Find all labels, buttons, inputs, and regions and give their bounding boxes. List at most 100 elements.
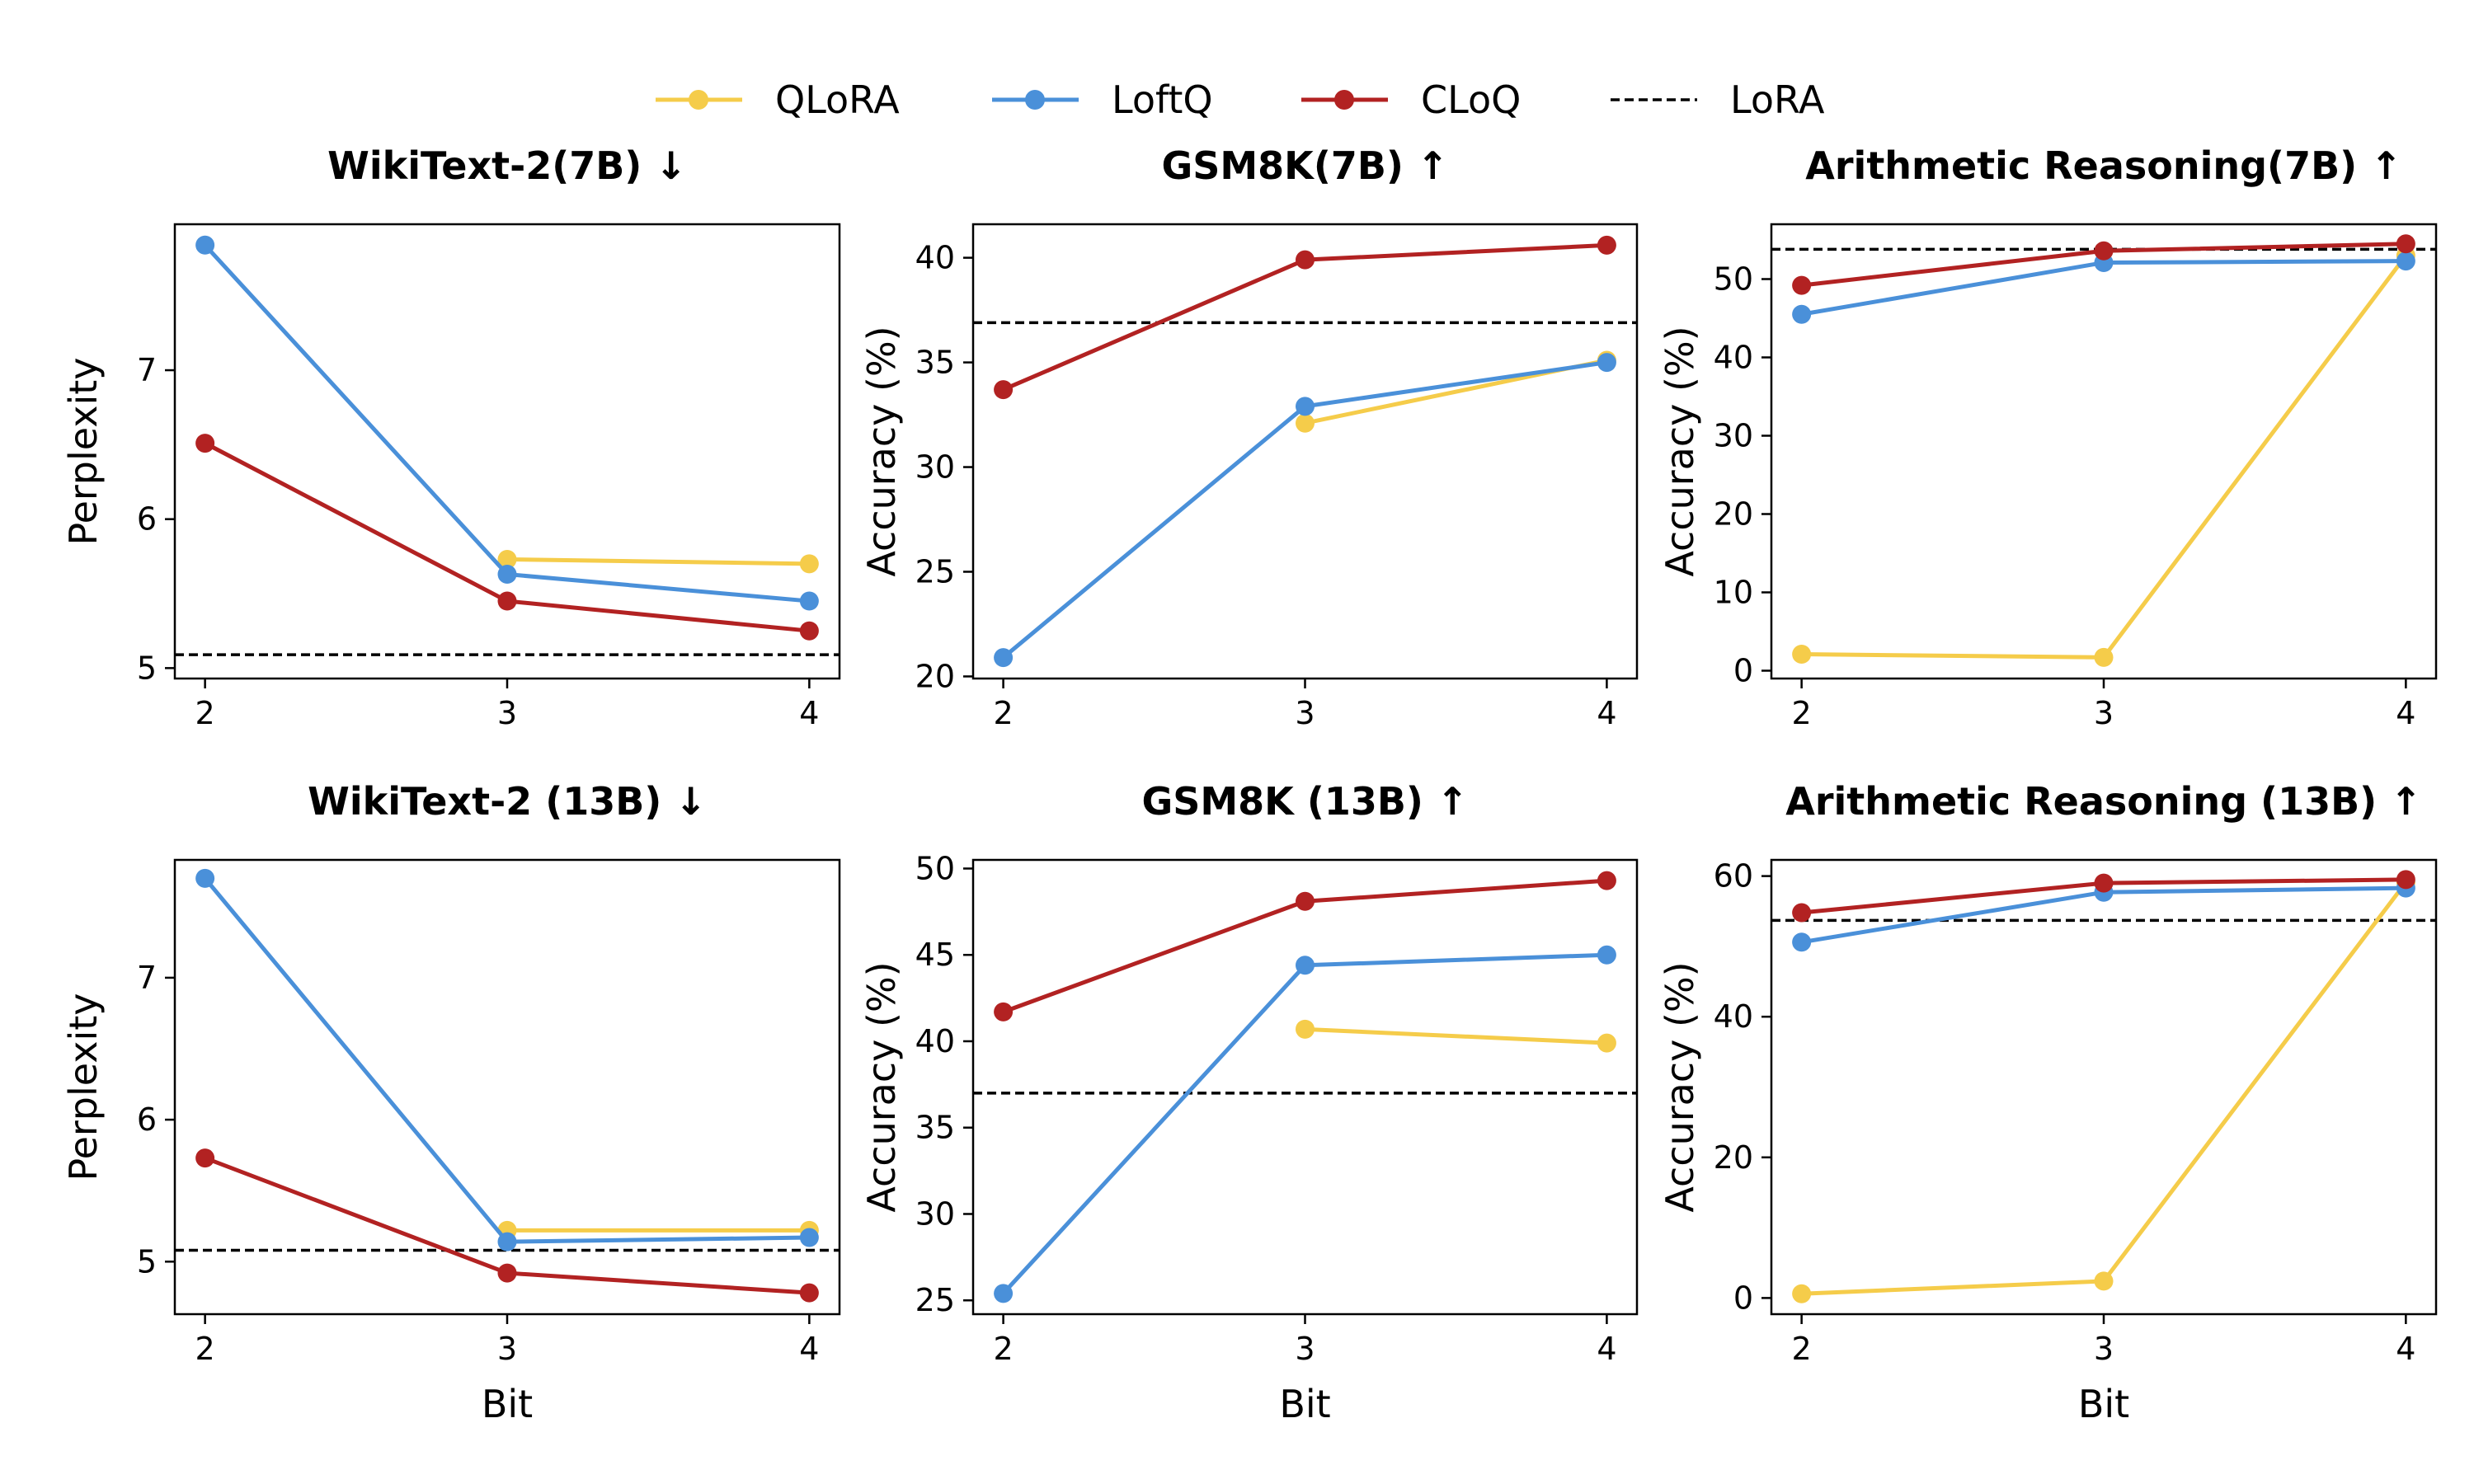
data-point-cloq <box>195 434 215 453</box>
x-tick-label: 3 <box>1295 695 1315 731</box>
x-axis-label: Bit <box>482 1382 533 1426</box>
chart-panels: WikiText-2(7B) ↓ 2 3 4 5 6 7 Perplexity GSM8K(7B… <box>61 143 2438 1426</box>
data-point-loftq <box>799 591 819 611</box>
data-point-qlora <box>497 549 517 569</box>
y-axis-label: Accuracy (%) <box>1658 961 1702 1212</box>
y-tick-label: 60 <box>1714 858 1753 895</box>
data-point-cloq <box>497 1263 517 1283</box>
y-tick-label: 50 <box>915 850 955 886</box>
data-point-loftq <box>1792 932 1812 952</box>
data-point-cloq <box>1792 903 1812 923</box>
data-point-loftq <box>994 1284 1014 1303</box>
panel-title: WikiText-2 (13B) ↓ <box>308 779 707 824</box>
series-line-loftq <box>203 876 810 1244</box>
x-tick-label: 3 <box>1295 1331 1315 1367</box>
data-point-loftq <box>497 1232 517 1252</box>
y-tick-label: 25 <box>915 554 955 590</box>
legend-label-loftq: LoftQ <box>1112 77 1213 122</box>
legend-label-lora: LoRA <box>1730 77 1825 122</box>
axes-frame <box>971 223 1639 680</box>
x-tick-label: 2 <box>195 695 215 731</box>
panel-1: WikiText-2(7B) ↓ 2 3 4 5 6 7 Perplexity <box>61 143 841 731</box>
panel-5: GSM8K (13B) ↑ 2 3 4 25 30 35 40 45 50 Accuracy (%)… <box>859 779 1639 1426</box>
series-line-qlora <box>1305 1026 1607 1045</box>
x-tick-label: 4 <box>799 1331 819 1367</box>
y-axis-label: Perplexity <box>61 357 106 545</box>
y-tick-label: 35 <box>915 345 955 381</box>
legend: QLoRA LoftQ CLoQ LoRA <box>656 77 1825 122</box>
y-tick-label: 6 <box>137 1101 157 1138</box>
y-tick-label: 35 <box>915 1110 955 1146</box>
axes-frame <box>971 858 1639 1316</box>
legend-label-qlora: QLoRA <box>775 77 900 122</box>
data-point-qlora <box>1792 645 1812 665</box>
legend-label-cloq: CLoQ <box>1421 77 1521 122</box>
x-tick-label: 3 <box>2094 695 2114 731</box>
y-tick-label: 20 <box>1714 496 1753 533</box>
y-tick-label: 10 <box>1714 575 1753 611</box>
x-axis-label: Bit <box>1279 1382 1330 1426</box>
y-tick-label: 20 <box>1714 1139 1753 1176</box>
x-tick-label: 2 <box>1792 1331 1812 1367</box>
x-tick-label: 2 <box>993 1331 1013 1367</box>
y-tick-label: 25 <box>915 1282 955 1318</box>
data-point-loftq <box>1597 945 1616 965</box>
y-tick-label: 40 <box>915 1023 955 1059</box>
data-point-cloq <box>1296 891 1315 911</box>
panel-title: WikiText-2(7B) ↓ <box>327 143 687 188</box>
data-point-cloq <box>497 591 517 611</box>
data-point-cloq <box>1792 275 1812 295</box>
x-tick-label: 3 <box>497 1331 517 1367</box>
series-line-qlora <box>1801 881 2408 1296</box>
y-tick-label: 0 <box>1733 1280 1753 1316</box>
series-line-qlora <box>506 556 810 566</box>
x-tick-label: 2 <box>993 695 1013 731</box>
panel-4: WikiText-2 (13B) ↓ 2 3 4 5 6 7 Perplexity Bit <box>61 779 841 1426</box>
data-point-cloq <box>1296 250 1315 270</box>
data-point-loftq <box>799 1228 819 1247</box>
series-line-loftq <box>1001 952 1607 1295</box>
panel-title: GSM8K (13B) ↑ <box>1141 779 1468 824</box>
data-point-cloq <box>799 1283 819 1303</box>
y-tick-label: 7 <box>137 352 157 388</box>
y-axis-label: Accuracy (%) <box>859 961 904 1212</box>
data-point-loftq <box>195 235 215 255</box>
x-tick-label: 4 <box>2396 695 2415 731</box>
panel-2: GSM8K(7B) ↑ 2 3 4 20 25 30 35 40 Accuracy (%) <box>859 143 1639 731</box>
data-point-cloq <box>1597 235 1616 255</box>
data-point-qlora <box>799 554 819 574</box>
y-tick-label: 40 <box>1714 998 1753 1035</box>
data-point-qlora <box>1296 1019 1315 1039</box>
y-axis-label: Accuracy (%) <box>1658 326 1702 576</box>
legend-marker-cloq <box>1334 90 1354 110</box>
data-point-cloq <box>994 380 1014 400</box>
y-tick-label: 40 <box>1714 340 1753 376</box>
x-tick-label: 4 <box>2396 1331 2415 1367</box>
y-tick-label: 7 <box>137 960 157 996</box>
data-point-loftq <box>1792 304 1812 324</box>
data-point-cloq <box>2094 241 2114 261</box>
y-tick-label: 6 <box>137 501 157 538</box>
y-tick-label: 5 <box>137 650 157 686</box>
data-point-cloq <box>2094 873 2114 893</box>
data-point-qlora <box>1792 1284 1812 1303</box>
y-tick-label: 30 <box>915 1195 955 1232</box>
axes-frame <box>1770 858 2438 1316</box>
data-point-qlora <box>1597 1033 1616 1053</box>
panel-title: GSM8K(7B) ↑ <box>1162 143 1449 188</box>
x-tick-label: 3 <box>497 695 517 731</box>
series-line-loftq <box>203 243 810 603</box>
legend-marker-qlora <box>689 90 708 110</box>
x-axis-label: Bit <box>2078 1382 2129 1426</box>
y-tick-label: 40 <box>915 240 955 276</box>
data-point-cloq <box>195 1148 215 1168</box>
data-point-cloq <box>799 621 819 641</box>
data-point-cloq <box>994 1002 1014 1021</box>
data-point-loftq <box>497 565 517 585</box>
x-tick-label: 2 <box>1792 695 1812 731</box>
x-tick-label: 4 <box>799 695 819 731</box>
data-point-cloq <box>2396 234 2415 254</box>
series-line-qlora <box>1801 254 2408 660</box>
y-axis-label: Perplexity <box>61 993 106 1181</box>
